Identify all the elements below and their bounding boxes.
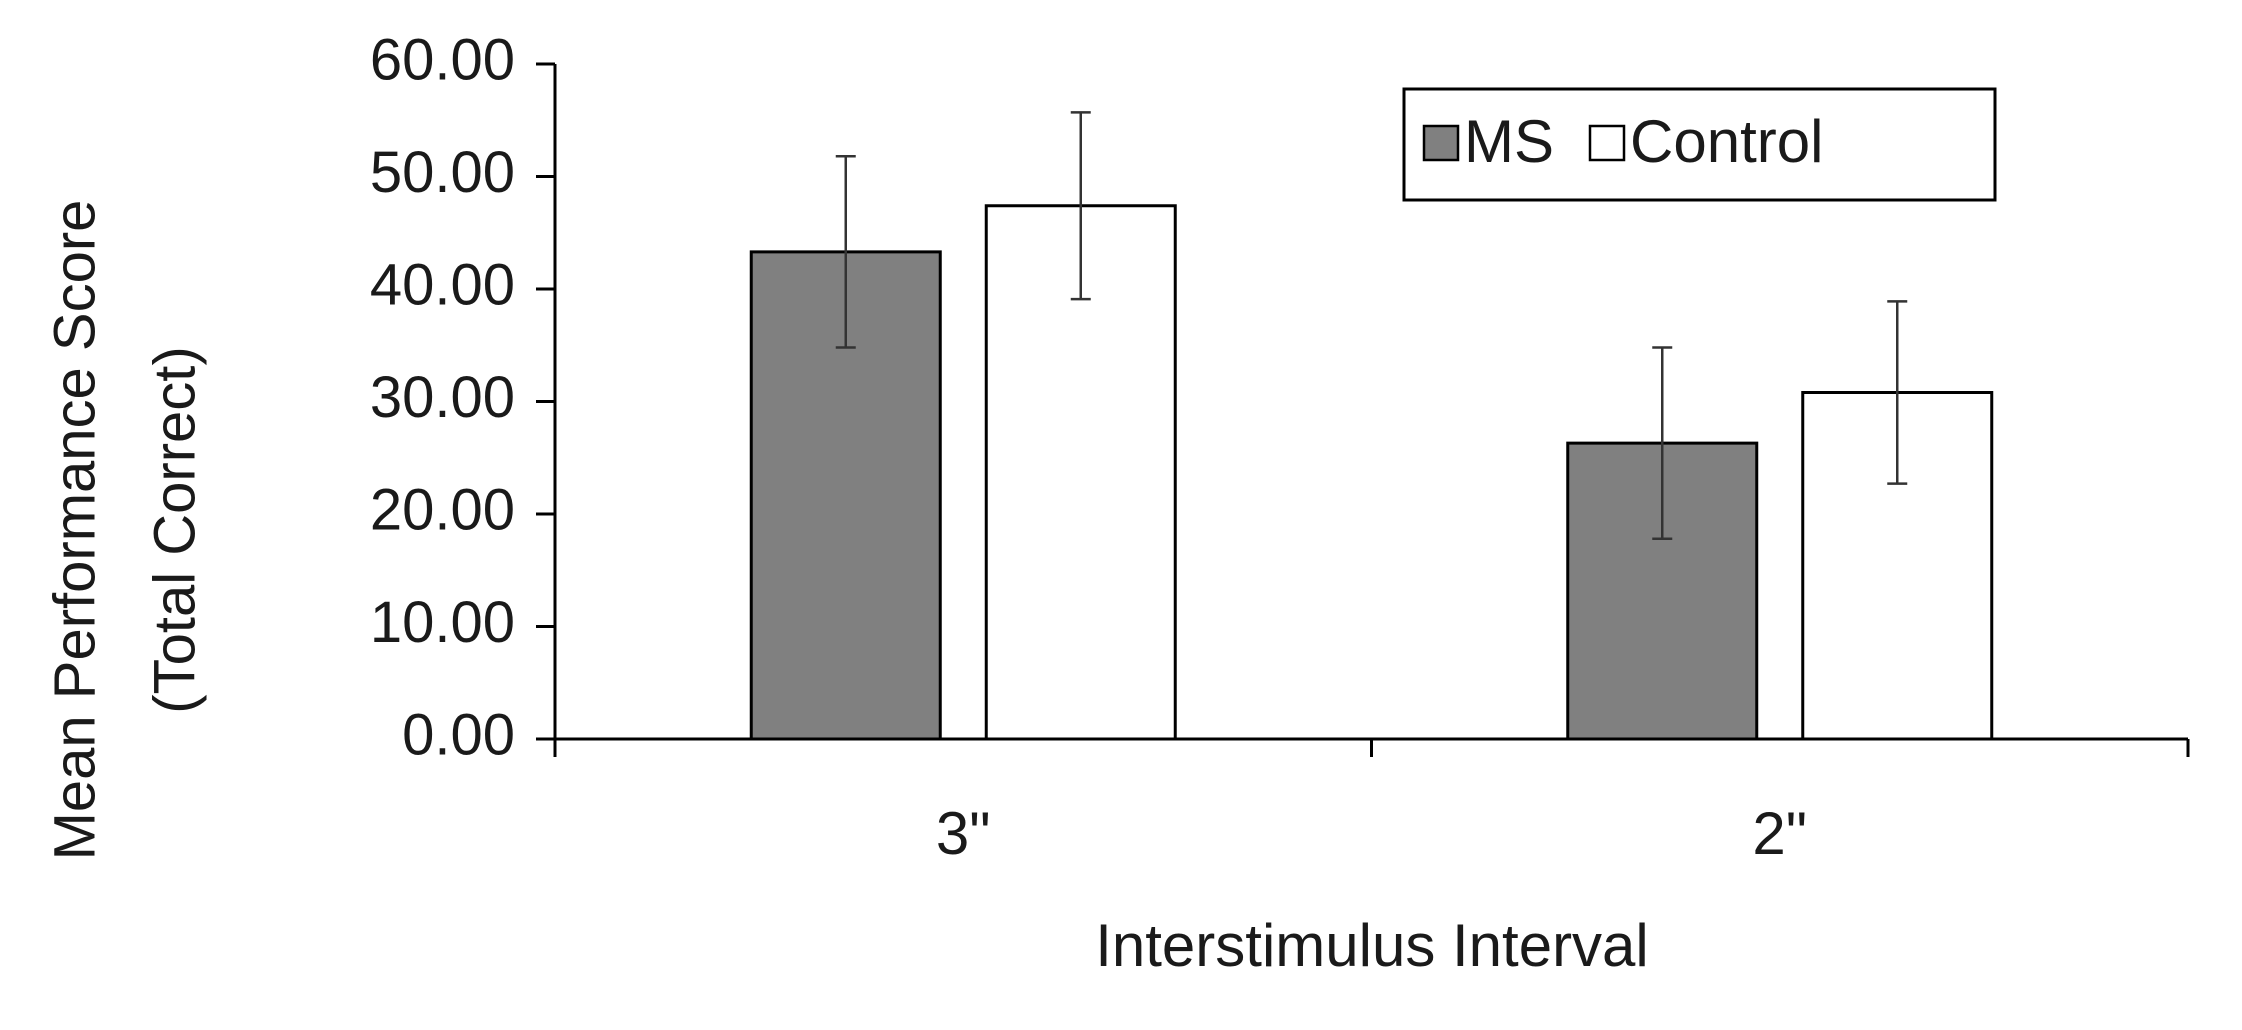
y-tick-label: 40.00 — [370, 252, 515, 317]
legend-swatch — [1588, 124, 1626, 162]
error-bar — [1652, 346, 1673, 540]
error-bar — [1887, 300, 1908, 485]
y-tick-label: 60.00 — [370, 27, 515, 92]
error-bar — [1070, 111, 1091, 301]
x-tick-label: 3" — [936, 800, 991, 867]
y-axis-title: (Total Correct) — [142, 346, 207, 713]
legend-label: Control — [1630, 108, 1823, 175]
y-tick-label: 30.00 — [370, 365, 515, 430]
x-axis-title: Interstimulus Interval — [1095, 912, 1649, 979]
legend-label: MS — [1464, 108, 1554, 175]
legend-box — [1402, 87, 1997, 202]
legend-swatch — [1422, 124, 1460, 162]
y-axis-title: Mean Performance Score — [42, 200, 107, 861]
y-tick-label: 20.00 — [370, 477, 515, 542]
x-tick-label: 2" — [1752, 800, 1807, 867]
y-tick-label: 0.00 — [402, 702, 515, 767]
y-tick-label: 10.00 — [370, 590, 515, 655]
y-tick-label: 50.00 — [370, 140, 515, 205]
error-bar — [835, 155, 856, 349]
